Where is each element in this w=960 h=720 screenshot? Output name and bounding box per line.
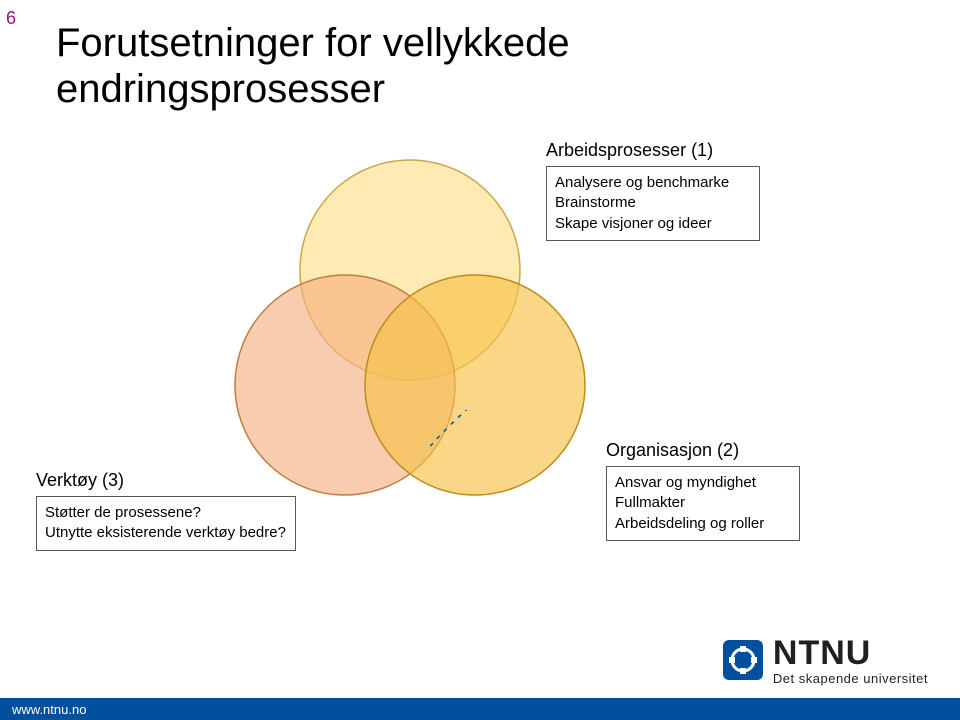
label-arbeidsprosesser: Arbeidsprosesser (1) (546, 140, 713, 161)
title-line-1: Forutsetninger for vellykkede (56, 21, 570, 65)
footer-bar: www.ntnu.no (0, 698, 960, 720)
label-organisasjon: Organisasjon (2) (606, 440, 739, 461)
ntnu-logo-text: NTNU Det skapende universitet (773, 634, 928, 686)
ntnu-emblem-icon (723, 640, 763, 680)
box-verktoy: Støtter de prosessene? Utnytte eksistere… (36, 496, 296, 551)
label-verktoy: Verktøy (3) (36, 470, 124, 491)
box-arbeidsprosesser: Analysere og benchmarke Brainstorme Skap… (546, 166, 760, 241)
footer-url: www.ntnu.no (12, 702, 86, 717)
slide: 6 Forutsetninger for vellykkede endrings… (0, 0, 960, 720)
box-organisasjon: Ansvar og myndighet Fullmakter Arbeidsde… (606, 466, 800, 541)
title-line-2: endringsprosesser (56, 67, 385, 111)
logo-main: NTNU (773, 634, 928, 673)
ntnu-logo: NTNU Det skapende universitet (723, 634, 928, 686)
page-number: 6 (6, 8, 16, 29)
page-title: Forutsetninger for vellykkede endringspr… (56, 20, 570, 112)
logo-sub: Det skapende universitet (773, 671, 928, 686)
